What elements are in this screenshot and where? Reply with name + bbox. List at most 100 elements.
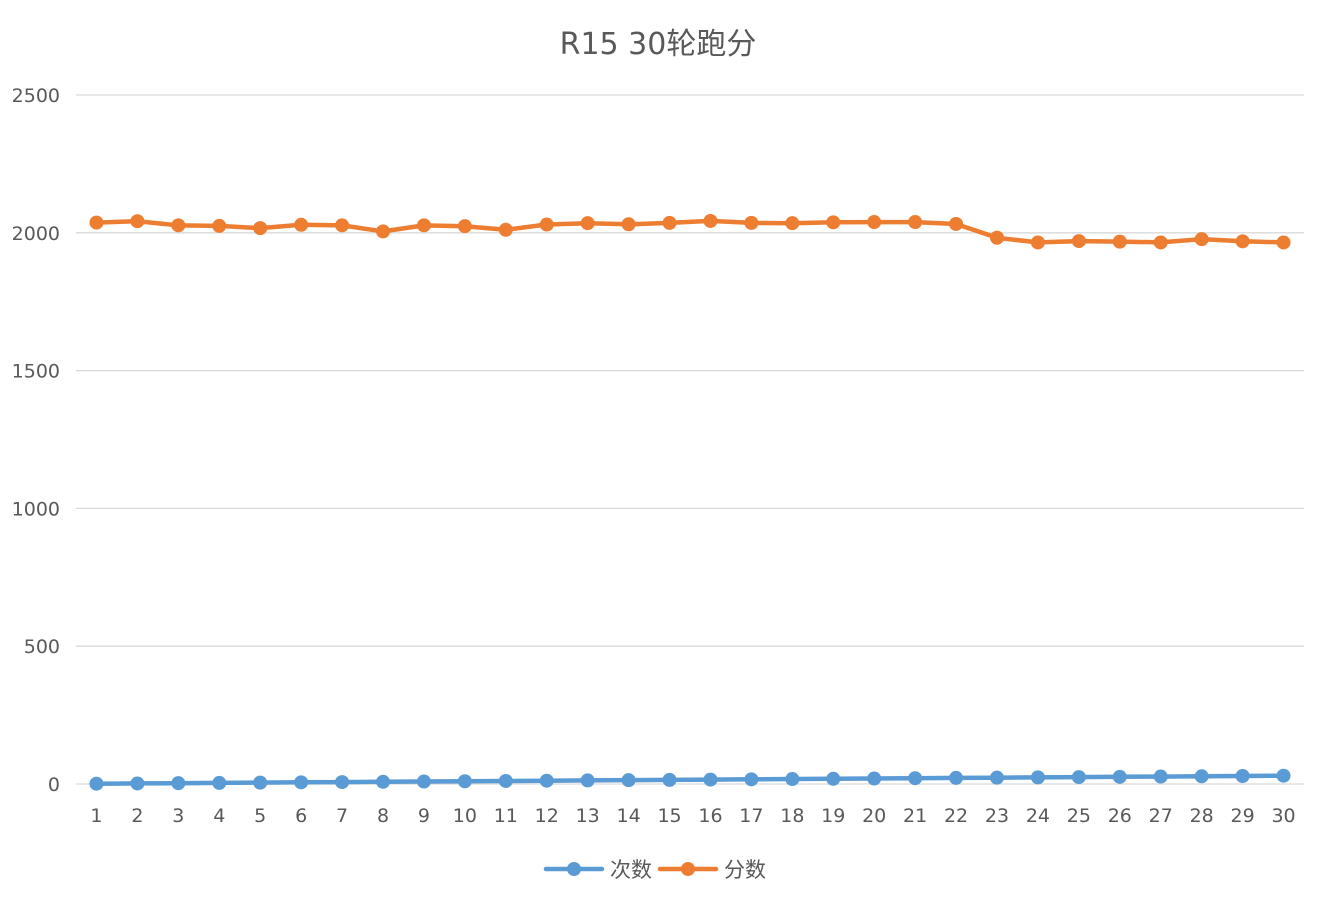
data-point	[294, 217, 309, 232]
x-tick-label: 2	[131, 805, 143, 827]
data-point	[1276, 235, 1291, 250]
data-point	[457, 774, 472, 789]
data-point	[826, 215, 841, 230]
series-line	[94, 773, 1286, 786]
x-tick-label: 22	[944, 805, 968, 827]
x-tick-label: 17	[739, 805, 763, 827]
data-point	[990, 230, 1004, 245]
series-group	[89, 213, 1291, 791]
data-point	[744, 215, 759, 230]
x-tick-label: 29	[1231, 805, 1255, 827]
legend-swatch-marker	[567, 862, 581, 876]
x-tick-label: 30	[1271, 805, 1295, 827]
data-point	[212, 775, 227, 790]
x-tick-label: 13	[576, 805, 600, 827]
legend-item: 分数	[657, 858, 766, 882]
data-point	[171, 776, 186, 791]
data-point	[1153, 769, 1168, 784]
data-point	[130, 214, 145, 229]
y-tick-label: 1000	[12, 498, 60, 520]
x-tick-label: 1	[90, 805, 102, 827]
data-point	[1071, 234, 1086, 249]
x-tick-label: 23	[985, 805, 1009, 827]
data-point	[1194, 769, 1209, 784]
data-point	[416, 774, 431, 789]
data-point	[580, 773, 595, 788]
data-point	[457, 219, 472, 234]
x-tick-label: 20	[862, 805, 886, 827]
data-point	[703, 213, 718, 228]
data-point	[621, 773, 636, 788]
x-tick-label: 27	[1149, 805, 1173, 827]
data-point	[130, 776, 145, 791]
x-tick-label: 4	[213, 805, 225, 827]
data-point	[1112, 234, 1127, 249]
data-point	[1030, 770, 1045, 785]
x-tick-label: 11	[494, 805, 518, 827]
x-axis-ticks: 1 2 3 4 5 6 7 8 9 10 11 12 13 14 15 16 17 18 19 20 21 22 23 24 2…	[90, 805, 1295, 827]
x-tick-label: 18	[780, 805, 804, 827]
data-point	[376, 224, 390, 239]
data-point	[539, 217, 554, 232]
data-point	[580, 216, 595, 231]
x-tick-label: 25	[1067, 805, 1091, 827]
data-point	[1194, 232, 1209, 247]
data-point	[949, 216, 964, 231]
x-tick-label: 3	[172, 805, 184, 827]
data-point	[89, 215, 104, 230]
data-point	[335, 775, 350, 790]
x-tick-label: 14	[617, 805, 641, 827]
legend-swatch-marker	[681, 862, 695, 876]
data-point	[662, 772, 677, 787]
x-tick-label: 28	[1190, 805, 1214, 827]
data-point	[1030, 235, 1045, 250]
x-tick-label: 16	[698, 805, 722, 827]
data-point	[867, 215, 882, 230]
x-tick-label: 9	[418, 805, 430, 827]
x-tick-label: 5	[254, 805, 266, 827]
y-axis-ticks: 0 500 1000 1500 2000 2500	[12, 85, 60, 796]
gridlines	[76, 94, 1304, 785]
data-point	[990, 770, 1004, 785]
data-point	[662, 215, 677, 230]
x-tick-label: 24	[1026, 805, 1050, 827]
x-tick-label: 7	[336, 805, 348, 827]
x-tick-label: 12	[535, 805, 559, 827]
legend-label: 次数	[610, 858, 652, 882]
data-point	[867, 771, 882, 786]
series-line	[94, 218, 1286, 245]
data-point	[376, 774, 390, 789]
data-point	[539, 773, 554, 788]
data-point	[1112, 769, 1127, 784]
data-point	[908, 215, 923, 230]
data-point	[335, 218, 350, 233]
data-point	[621, 217, 636, 232]
series-1	[89, 768, 1291, 791]
x-tick-label: 6	[295, 805, 307, 827]
y-tick-label: 2000	[12, 223, 60, 245]
data-point	[1276, 768, 1291, 783]
data-point	[1235, 769, 1250, 784]
data-point	[949, 770, 964, 785]
data-point	[785, 772, 800, 787]
legend-item: 次数	[543, 858, 652, 882]
data-point	[253, 775, 268, 790]
x-tick-label: 15	[657, 805, 681, 827]
legend-label: 分数	[724, 858, 766, 882]
data-point	[416, 218, 431, 233]
data-point	[744, 772, 759, 787]
data-point	[1153, 235, 1168, 250]
x-tick-label: 21	[903, 805, 927, 827]
data-point	[826, 771, 841, 786]
data-point	[89, 776, 104, 791]
y-tick-label: 0	[48, 774, 60, 796]
legend: 次数 分数	[543, 858, 766, 882]
data-point	[498, 773, 513, 788]
y-tick-label: 500	[24, 636, 60, 658]
data-point	[294, 775, 309, 790]
x-tick-label: 10	[453, 805, 477, 827]
data-point	[703, 772, 718, 787]
data-point	[253, 221, 268, 236]
y-tick-label: 2500	[12, 85, 60, 107]
